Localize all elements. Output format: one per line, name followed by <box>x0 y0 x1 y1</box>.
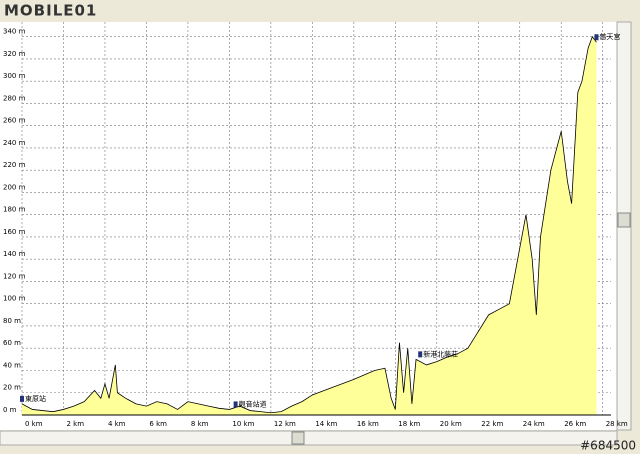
y-tick-label: 200 m <box>3 183 26 191</box>
y-tick-label: 100 m <box>3 295 26 303</box>
y-tick-label: 20 m <box>3 384 21 392</box>
y-tick-label: 220 m <box>3 161 26 169</box>
x-tick-label: 14 km <box>315 420 337 428</box>
x-tick-label: 0 km <box>25 420 43 428</box>
x-tick-label: 26 km <box>564 420 586 428</box>
annotation-label: 慈天宮 <box>599 32 620 41</box>
x-tick-label: 28 km <box>606 420 628 428</box>
x-tick-label: 10 km <box>232 420 254 428</box>
annotation-label: 東原站 <box>25 394 46 403</box>
annotation-marker <box>233 401 238 408</box>
y-tick-label: 240 m <box>3 139 26 147</box>
x-tick-label: 6 km <box>149 420 167 428</box>
annotation-label: 新港北藤莊 <box>423 349 458 358</box>
x-tick-label: 18 km <box>398 420 420 428</box>
annotation-label: 觀音站道 <box>239 399 267 408</box>
x-tick-label: 12 km <box>274 420 296 428</box>
x-tick-label: 8 km <box>191 420 209 428</box>
x-tick-label: 24 km <box>523 420 545 428</box>
y-tick-label: 160 m <box>3 228 26 236</box>
x-tick-label: 16 km <box>357 420 379 428</box>
x-tick-label: 20 km <box>440 420 462 428</box>
h-scroll-thumb[interactable] <box>291 431 305 445</box>
v-scroll-thumb[interactable] <box>617 212 631 228</box>
area-fill <box>22 36 597 415</box>
annotation-marker <box>594 34 599 41</box>
x-tick-label: 22 km <box>481 420 503 428</box>
x-tick-label: 4 km <box>108 420 126 428</box>
y-tick-label: 40 m <box>3 361 21 369</box>
x-tick-label: 2 km <box>66 420 84 428</box>
y-tick-label: 260 m <box>3 117 26 125</box>
y-tick-label: 300 m <box>3 72 26 80</box>
y-tick-label: 60 m <box>3 339 21 347</box>
watermark: #684500 <box>580 439 636 453</box>
logo: MOBILE01 <box>4 2 97 20</box>
y-tick-label: 120 m <box>3 272 26 280</box>
annotation-marker <box>418 351 423 358</box>
y-tick-label: 80 m <box>3 317 21 325</box>
y-tick-label: 320 m <box>3 50 26 58</box>
y-tick-label: 280 m <box>3 94 26 102</box>
h-scrollbar[interactable] <box>0 430 618 446</box>
annotation-marker <box>20 395 24 402</box>
y-tick-label: 180 m <box>3 206 26 214</box>
y-tick-label: 340 m <box>3 28 26 36</box>
elevation-line <box>21 35 597 414</box>
y-tick-label: 0 m <box>3 406 17 414</box>
y-tick-label: 140 m <box>3 250 26 258</box>
